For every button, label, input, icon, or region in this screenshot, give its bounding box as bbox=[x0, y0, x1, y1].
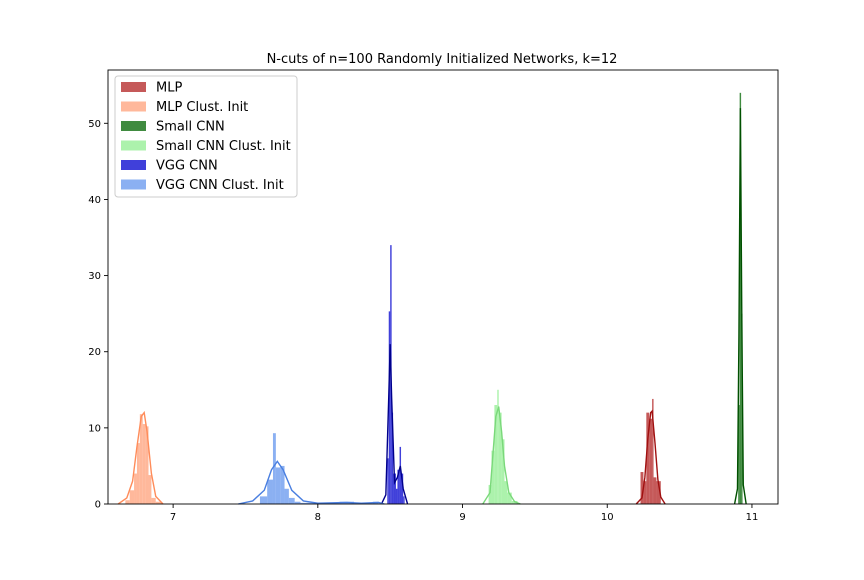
x-tick-label: 9 bbox=[459, 512, 465, 523]
histogram-bar bbox=[741, 313, 743, 504]
legend-label: VGG CNN Clust. Init bbox=[156, 178, 284, 193]
kde-line bbox=[733, 108, 747, 505]
histogram-bar bbox=[738, 405, 740, 504]
histogram-bar bbox=[498, 412, 502, 504]
histogram-bar bbox=[497, 389, 499, 504]
legend-swatch bbox=[121, 101, 146, 112]
kde-line bbox=[635, 409, 666, 505]
y-tick-label: 10 bbox=[88, 423, 101, 434]
legend-swatch bbox=[121, 82, 146, 92]
legend-label: MLP bbox=[156, 81, 182, 96]
histogram-bar bbox=[739, 92, 742, 504]
x-tick-label: 8 bbox=[315, 512, 321, 523]
y-tick-label: 50 bbox=[88, 119, 101, 130]
histogram-bar bbox=[272, 433, 276, 504]
axes-frame bbox=[107, 69, 779, 505]
histogram-bar bbox=[259, 496, 268, 504]
axes: 7 8 9 10 11 0 10 20 30 40 50 bbox=[88, 69, 779, 523]
histogram-bar bbox=[494, 405, 498, 504]
y-tick-label: 20 bbox=[88, 347, 101, 358]
histogram-bar bbox=[288, 497, 295, 504]
histogram-bar bbox=[294, 501, 301, 504]
histogram-bar bbox=[391, 412, 394, 504]
histogram-bar bbox=[643, 481, 647, 504]
histogram-bar bbox=[491, 450, 495, 504]
histogram-bar bbox=[145, 426, 149, 504]
histogram-bar bbox=[134, 473, 137, 504]
histogram-bar bbox=[646, 412, 650, 504]
y-tick-label: 40 bbox=[88, 195, 101, 206]
histogram-bar bbox=[388, 311, 391, 504]
legend-label: Small CNN bbox=[156, 120, 225, 135]
histogram-bar bbox=[403, 496, 405, 504]
histogram-bar bbox=[275, 467, 281, 504]
kde-line bbox=[380, 344, 409, 505]
histogram-bar bbox=[656, 481, 661, 504]
histogram-bar bbox=[155, 501, 162, 504]
histogram-bar bbox=[501, 439, 505, 504]
histogram-bar bbox=[129, 490, 135, 504]
kde-line bbox=[117, 410, 164, 505]
histogram-bar bbox=[653, 477, 657, 504]
histogram-bar bbox=[397, 469, 400, 504]
legend-label: MLP Clust. Init bbox=[156, 100, 248, 115]
legend-swatch bbox=[121, 160, 146, 170]
histogram-bar bbox=[649, 418, 653, 504]
legend-label: VGG CNN bbox=[156, 159, 218, 174]
histogram-bar bbox=[151, 497, 156, 504]
y-tick-label: 0 bbox=[95, 500, 101, 511]
legend-swatch bbox=[121, 140, 146, 151]
histogram-bar bbox=[652, 398, 654, 504]
histogram-bar bbox=[142, 424, 146, 504]
kde-line bbox=[238, 460, 385, 505]
histogram-bar bbox=[488, 484, 492, 504]
histogram-bar bbox=[148, 475, 152, 504]
legend-swatch bbox=[121, 179, 146, 190]
histogram-bar bbox=[395, 488, 398, 504]
legend: MLP MLP Clust. Init Small CNN Small CNN Clu… bbox=[114, 75, 298, 198]
plot-area bbox=[117, 92, 747, 505]
kde-line bbox=[482, 406, 521, 505]
histogram-bar bbox=[399, 446, 402, 504]
chart-title: N-cuts of n=100 Randomly Initialized Net… bbox=[267, 52, 618, 67]
histogram-bar bbox=[267, 479, 273, 504]
x-tick-label: 7 bbox=[170, 512, 176, 523]
legend-swatch bbox=[121, 121, 146, 131]
histogram-bar bbox=[139, 414, 143, 504]
histogram-bar bbox=[504, 481, 508, 504]
histogram-bar bbox=[387, 458, 389, 504]
histogram-bar bbox=[507, 492, 512, 504]
histogram-bar bbox=[136, 443, 140, 504]
histogram-bar bbox=[401, 473, 404, 504]
x-tick-label: 11 bbox=[746, 512, 759, 523]
legend-label: Small CNN Clust. Init bbox=[156, 139, 291, 154]
histogram-bar bbox=[511, 500, 518, 504]
legend-box bbox=[114, 75, 298, 198]
histogram-bar bbox=[393, 473, 396, 504]
histogram-bar bbox=[280, 465, 285, 504]
histogram-bar bbox=[640, 472, 644, 504]
histogram-bar bbox=[284, 488, 289, 504]
y-tick-label: 30 bbox=[88, 271, 101, 282]
histogram-bar bbox=[125, 500, 130, 504]
x-tick-label: 10 bbox=[601, 512, 614, 523]
